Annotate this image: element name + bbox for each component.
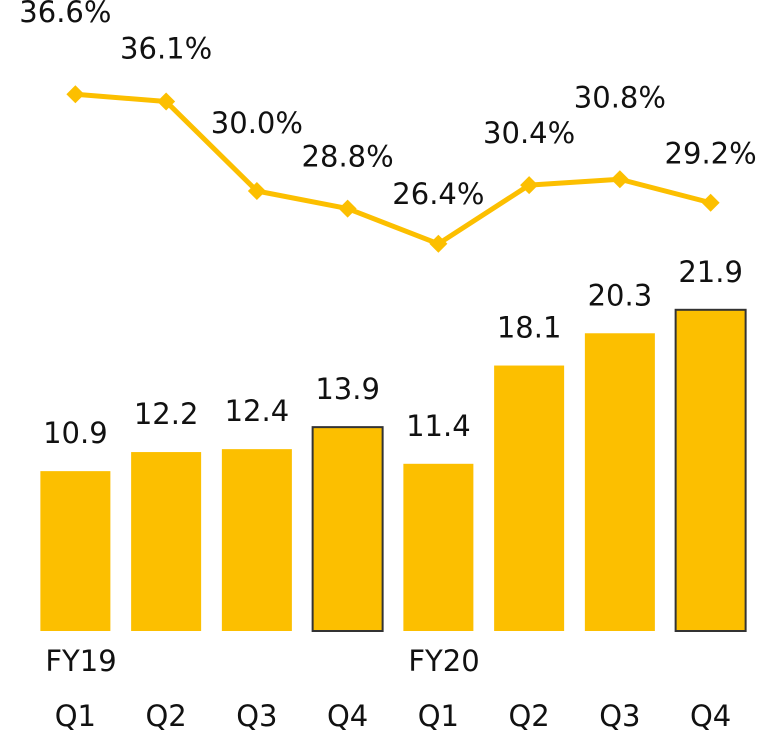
line-marker [247, 182, 266, 200]
line-marker [520, 176, 539, 195]
bar-value-label: 21.9 [678, 255, 743, 289]
line-value-label: 36.6% [19, 0, 111, 29]
x-tick-label: Q2 [508, 699, 549, 733]
bar-value-label: 13.9 [315, 372, 380, 406]
bar [221, 449, 292, 631]
bar-value-label: 20.3 [588, 278, 653, 312]
line-value-label: 30.0% [211, 106, 303, 140]
line-marker [157, 92, 176, 111]
line-value-label: 28.8% [302, 140, 394, 174]
bar [494, 365, 565, 631]
x-tick-label: Q3 [236, 699, 277, 733]
line-value-label: 30.4% [483, 116, 575, 150]
line-marker [429, 234, 448, 253]
bar [674, 308, 747, 632]
bar [131, 452, 202, 631]
group-label: FY20 [408, 644, 479, 678]
line-value-label: 26.4% [392, 177, 484, 211]
x-tick-label: Q3 [599, 699, 640, 733]
group-label: FY19 [45, 644, 116, 678]
bar-value-label: 12.2 [134, 397, 199, 431]
x-tick-label: Q4 [690, 699, 731, 733]
line [75, 91, 712, 247]
line-value-label: 29.2% [665, 137, 757, 171]
bar-value-label: 10.9 [43, 416, 108, 450]
line-marker [338, 199, 357, 218]
line-marker [701, 193, 720, 212]
bar-value-label: 18.1 [497, 311, 562, 345]
line-value-label: 36.1% [120, 32, 212, 66]
x-tick-label: Q4 [327, 699, 368, 733]
line-marker [610, 170, 629, 189]
x-tick-label: Q1 [418, 699, 459, 733]
line-value-label: 30.8% [574, 80, 666, 114]
bar [403, 463, 474, 631]
x-tick-label: Q1 [55, 699, 96, 733]
line-marker [66, 85, 85, 104]
x-tick-label: Q2 [145, 699, 186, 733]
bar-value-label: 11.4 [406, 409, 471, 443]
bar [584, 333, 655, 631]
bar [311, 426, 384, 632]
bar-value-label: 12.4 [225, 394, 290, 428]
bar [40, 471, 111, 631]
